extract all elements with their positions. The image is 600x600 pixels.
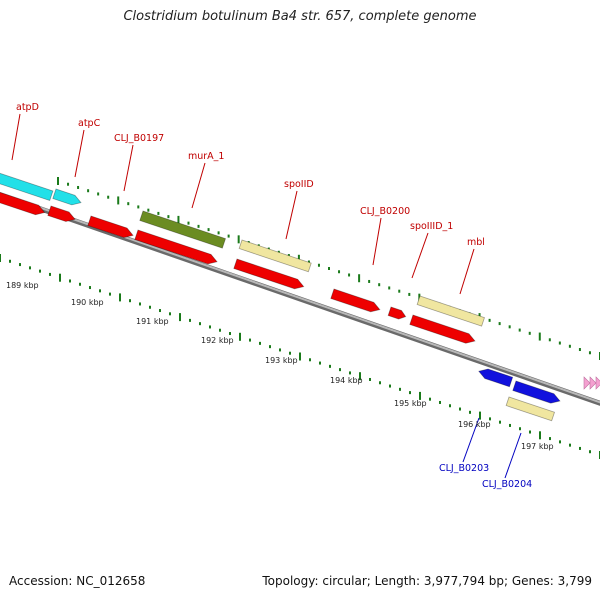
gene-CLJ_B0204-shape (512, 380, 561, 404)
kbp-label: 193 kbp (265, 356, 298, 365)
gene-label-leader (191, 162, 206, 209)
gene-label-leader (411, 232, 429, 279)
gene-CLJ_B0204 (512, 380, 561, 404)
gene-CLJ_B0200 (330, 288, 381, 313)
gene-label: spoIID (284, 179, 314, 190)
topology-text: Topology: circular; Length: 3,977,794 bp… (262, 574, 592, 588)
kbp-label: 196 kbp (458, 420, 491, 429)
gene-label: CLJ_B0204 (482, 479, 532, 490)
gene-CLJ_B0197 (87, 215, 134, 238)
gene-pink-2 (589, 376, 597, 390)
gene-atpC-shape (52, 188, 82, 206)
backbone-line (0, 192, 600, 406)
gene-spoIID (238, 239, 312, 273)
gene-label: atpC (78, 118, 101, 129)
gene-label: CLJ_B0197 (114, 133, 164, 144)
gene-red-2-shape (47, 205, 76, 222)
gene-red-5 (233, 258, 305, 290)
gene-features (0, 172, 600, 422)
gene-red-4 (134, 229, 218, 265)
gene-red-8-shape (409, 314, 476, 344)
gene-label-leader (285, 190, 298, 240)
gene-pink-shape (595, 376, 600, 390)
gene-CLJ_B0200-shape (330, 288, 381, 313)
gene-label: atpD (16, 102, 39, 113)
gene-red-2 (47, 205, 76, 222)
gene-khaki-3 (505, 396, 556, 422)
gene-label: CLJ_B0200 (360, 206, 410, 217)
kbp-label: 192 kbp (201, 336, 234, 345)
accession-text: Accession: NC_012658 (9, 574, 146, 588)
gene-red-5-shape (233, 258, 305, 290)
kbp-label: 197 kbp (521, 442, 554, 451)
gene-spoIID-shape (238, 239, 312, 273)
kbp-scale-labels: 189 kbp 190 kbp 191 kbp 192 kbp 193 kbp 194 k… (6, 281, 554, 451)
gene-pink-shape (589, 376, 597, 390)
gene-murA_1-shape (139, 210, 227, 249)
map-title: Clostridium botulinum Ba4 str. 657, comp… (123, 9, 477, 24)
gene-CLJ_B0203 (478, 368, 514, 388)
gene-red-8 (409, 314, 476, 344)
gene-label-leader (462, 417, 480, 463)
kbp-label: 191 kbp (136, 317, 169, 326)
gene-atpC (52, 188, 82, 206)
gene-pink-3 (595, 376, 600, 390)
gene-pink-shape (583, 376, 591, 390)
gene-red-1 (0, 191, 46, 216)
upper-tick-track (57, 177, 600, 360)
kbp-label: 194 kbp (330, 376, 363, 385)
gene-atpD (0, 172, 54, 202)
gene-label: murA_1 (188, 151, 224, 162)
gene-label: mbl (467, 237, 485, 248)
genome-backbone (0, 192, 600, 406)
gene-label-leader (11, 113, 21, 161)
kbp-label: 190 kbp (71, 298, 104, 307)
gene-khaki-3-shape (505, 396, 556, 422)
gene-CLJ_B0197-shape (87, 215, 134, 238)
lower-tick-track (0, 254, 600, 459)
gene-label-leader (372, 217, 382, 266)
gene-label: CLJ_B0203 (439, 463, 489, 474)
gene-label-leader (459, 248, 475, 295)
gene-mbl (416, 295, 485, 327)
gene-red-4-shape (134, 229, 218, 265)
gene-CLJ_B0203-shape (478, 368, 514, 388)
backbone-highlight (0, 192, 600, 404)
kbp-label: 189 kbp (6, 281, 39, 290)
gene-spoIIID_1 (387, 306, 407, 320)
gene-label: spoIIID_1 (410, 221, 453, 232)
kbp-label: 195 kbp (394, 399, 427, 408)
gene-labels: atpD atpC CLJ_B0197 murA_1 spoIID CLJ_B0200sp… (11, 102, 532, 490)
gene-label-leader (123, 144, 134, 192)
gene-label-leader (504, 432, 522, 479)
gene-pink-1 (583, 376, 591, 390)
gene-spoIIID_1-shape (387, 306, 407, 320)
gene-murA_1 (139, 210, 227, 249)
gene-mbl-shape (416, 295, 485, 327)
gene-red-1-shape (0, 191, 46, 216)
gene-label-leader (74, 129, 85, 178)
gene-atpD-shape (0, 172, 54, 202)
